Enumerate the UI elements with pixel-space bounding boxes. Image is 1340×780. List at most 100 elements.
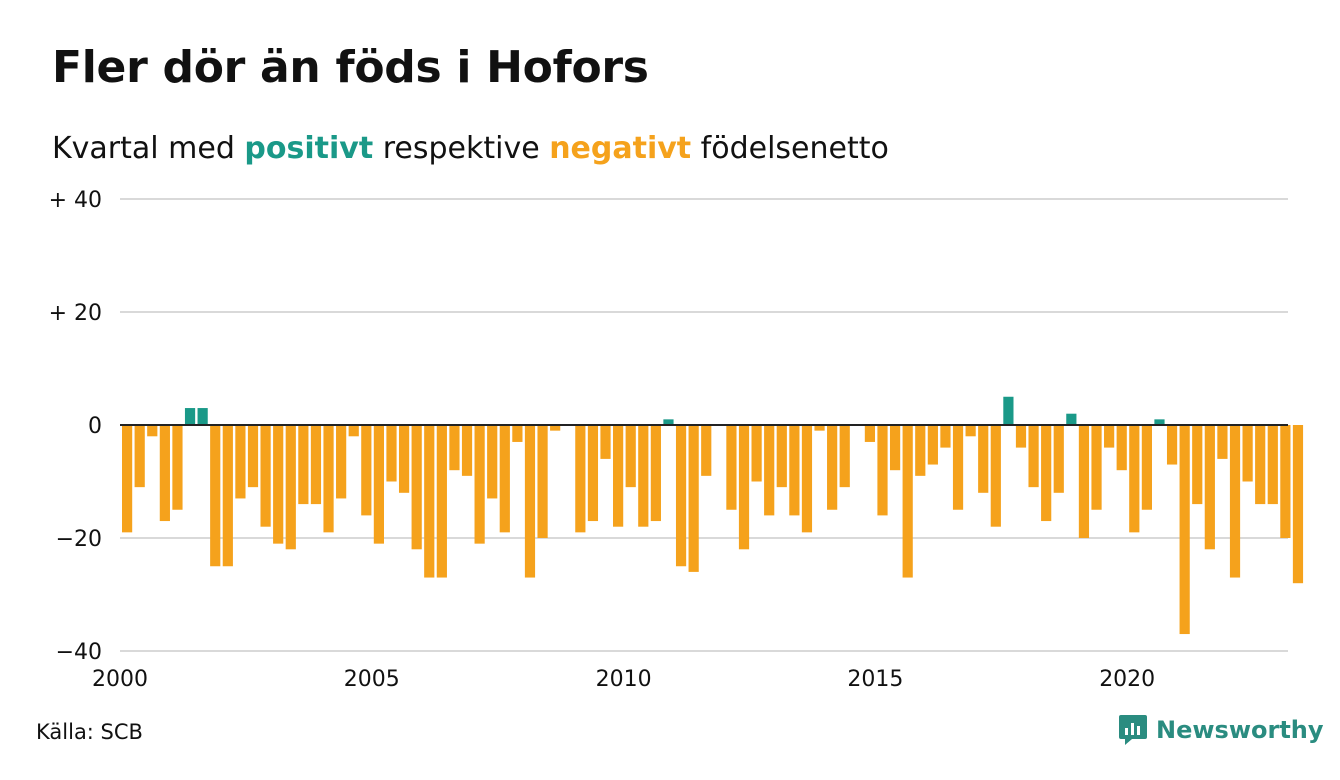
bar-negative xyxy=(461,425,473,476)
bar-negative xyxy=(273,425,284,544)
bar-negative xyxy=(801,425,813,533)
bar-negative xyxy=(1280,425,1291,538)
bar-chart: + 40 + 20 0 −20 −40 2000 2005 2010 2015 2020 xyxy=(49,188,1304,692)
bar-negative xyxy=(1204,425,1215,550)
bar-negative xyxy=(424,425,435,578)
bar-negative xyxy=(172,425,183,510)
subtitle-middle: respektive xyxy=(373,131,550,166)
source-note: Källa: SCB xyxy=(36,720,143,744)
bar-negative xyxy=(524,425,536,578)
bar-positive xyxy=(663,419,674,425)
subtitle-negative-word: negativt xyxy=(549,131,692,166)
bar-negative xyxy=(877,425,888,516)
bar-negative xyxy=(260,425,271,527)
bar-negative xyxy=(1192,425,1203,505)
bar-negative xyxy=(1255,425,1266,505)
bar-negative xyxy=(1028,425,1039,488)
bar-negative xyxy=(902,425,913,578)
x-tick-label: 2015 xyxy=(847,667,903,692)
subtitle-positive-word: positivt xyxy=(244,131,374,166)
bar-negative xyxy=(1166,425,1178,465)
y-tick-label: −40 xyxy=(56,640,102,665)
bar-negative xyxy=(1091,425,1102,510)
bar-negative xyxy=(1078,425,1090,538)
chart-title: Fler dör än föds i Hofors xyxy=(52,42,649,93)
bar-negative xyxy=(1217,425,1228,459)
bar-negative xyxy=(915,425,926,476)
bar-negative xyxy=(889,425,901,471)
bar-negative xyxy=(134,425,145,488)
bar-negative xyxy=(247,425,259,488)
bar-negative xyxy=(285,425,296,550)
bar-negative xyxy=(613,425,624,527)
bar-negative xyxy=(499,425,510,533)
bar-negative xyxy=(348,425,359,437)
bar-negative xyxy=(1242,425,1253,482)
y-tick-label: + 40 xyxy=(49,188,102,213)
bar-negative xyxy=(550,425,561,431)
bar-negative xyxy=(864,425,876,442)
bar-positive xyxy=(184,408,196,425)
grid-lines xyxy=(120,198,1288,652)
bar-negative xyxy=(650,425,661,522)
bar-negative xyxy=(449,425,460,471)
bar-negative xyxy=(751,425,762,482)
bar-positive xyxy=(1066,413,1077,425)
subtitle-suffix: födelsenetto xyxy=(691,131,889,166)
bar-negative xyxy=(990,425,1001,527)
bar-negative xyxy=(537,425,548,538)
x-tick-label: 2005 xyxy=(344,667,400,692)
bar-negative xyxy=(512,425,523,442)
bar-negative xyxy=(940,425,951,448)
x-tick-label: 2010 xyxy=(596,667,652,692)
bar-negative xyxy=(1129,425,1140,533)
bar-negative xyxy=(965,425,976,437)
bar-negative xyxy=(361,425,372,516)
bar-negative xyxy=(411,425,422,550)
bar-negative xyxy=(978,425,989,493)
bar-negative xyxy=(738,425,750,550)
bar-negative xyxy=(625,425,636,488)
bar-negative xyxy=(159,425,170,522)
bar-negative xyxy=(1229,425,1241,578)
y-tick-label: 0 xyxy=(88,414,102,439)
bar-negative xyxy=(776,425,787,488)
bar-negative xyxy=(587,425,599,522)
bar-negative xyxy=(1015,425,1027,448)
bar-negative xyxy=(701,425,712,476)
bar-negative xyxy=(575,425,586,533)
bar-negative xyxy=(222,425,233,567)
y-axis-labels: + 40 + 20 0 −20 −40 xyxy=(49,188,102,665)
x-axis-labels: 2000 2005 2010 2015 2020 xyxy=(92,667,1155,692)
bar-negative xyxy=(1292,425,1304,584)
bar-negative xyxy=(373,425,384,544)
bar-negative xyxy=(1053,425,1064,493)
bar-negative xyxy=(1179,425,1190,635)
bar-negative xyxy=(726,425,737,510)
brand-name: Newsworthy xyxy=(1156,716,1324,744)
bar-negative xyxy=(298,425,309,505)
bar-negative xyxy=(1141,425,1152,510)
x-tick-label: 2020 xyxy=(1099,667,1155,692)
bar-negative xyxy=(764,425,775,516)
x-tick-label: 2000 xyxy=(92,667,148,692)
bar-positive xyxy=(197,408,208,425)
bar-negative xyxy=(474,425,485,544)
bar-negative xyxy=(122,425,133,533)
bar-negative xyxy=(600,425,611,459)
y-tick-label: + 20 xyxy=(49,301,102,326)
bar-negative xyxy=(310,425,322,505)
bar-negative xyxy=(398,425,410,493)
bar-positive xyxy=(1003,396,1014,425)
bar-negative xyxy=(675,425,687,567)
bar-negative xyxy=(814,425,825,431)
bar-negative xyxy=(952,425,964,510)
y-tick-label: −20 xyxy=(56,527,102,552)
bar-negative xyxy=(1267,425,1278,505)
bar-negative xyxy=(386,425,397,482)
bar-negative xyxy=(147,425,158,437)
bar-negative xyxy=(827,425,838,510)
bar-negative xyxy=(839,425,850,488)
bar-negative xyxy=(789,425,800,516)
brand-logo[interactable]: Newsworthy xyxy=(1118,714,1324,746)
